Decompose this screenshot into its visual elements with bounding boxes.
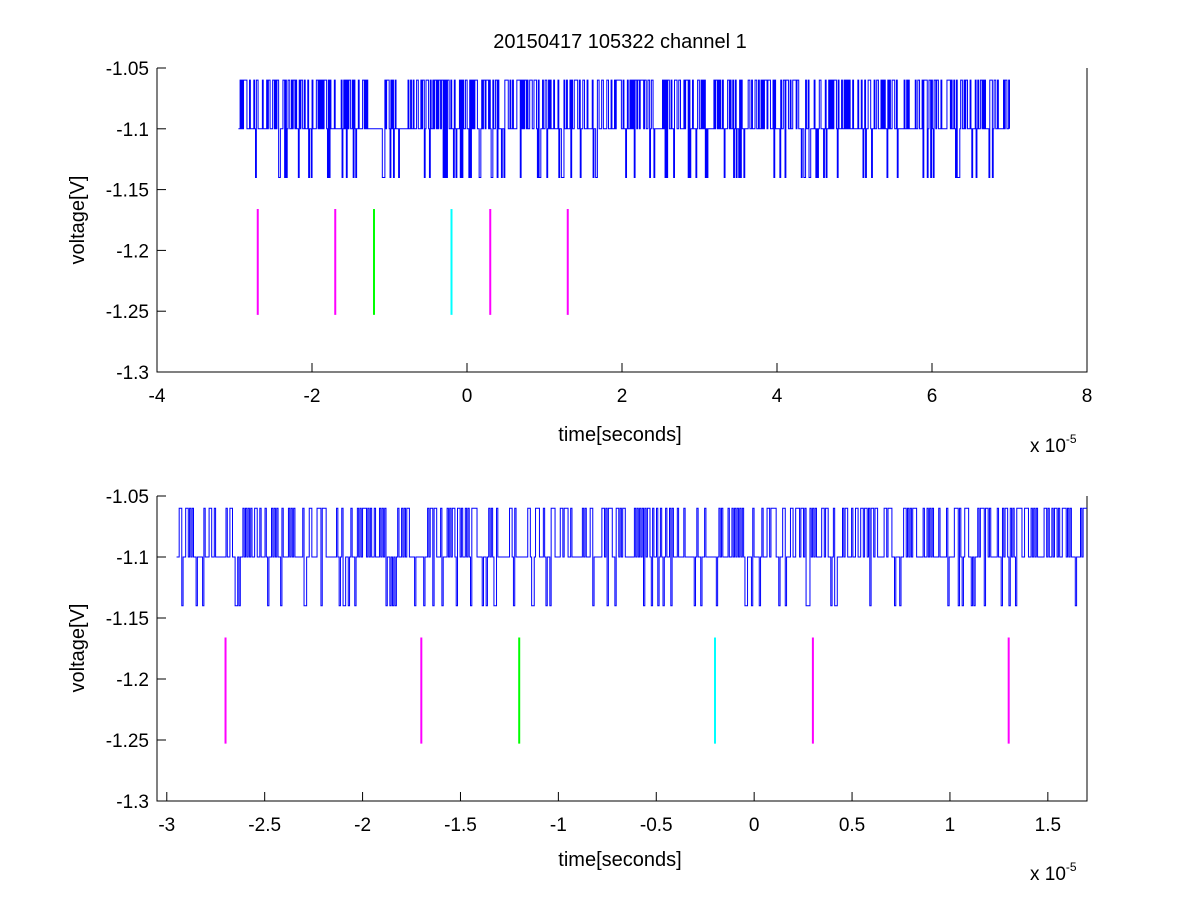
x-tick-label: -0.5	[640, 815, 673, 836]
y-tick-label: -1.1	[116, 548, 149, 569]
bottom-axes-frame	[156, 496, 1088, 802]
top-signal-layer	[238, 79, 1010, 178]
y-tick-label: -1.25	[106, 731, 149, 752]
bottom-x-ticks: -3 -2.5 -2 -1.5 -1 -0.5 0 0.5 1 1.5	[158, 792, 1061, 836]
top-x-scale-label: x 10-5	[1030, 432, 1077, 457]
bottom-x-axis-label: time[seconds]	[558, 849, 681, 871]
top-x-ticks: -4 -2 0 2 4 6 8	[149, 363, 1093, 407]
bottom-y-axis-label: voltage[V]	[67, 604, 89, 693]
y-tick-label: -1.1	[116, 120, 149, 141]
top-y-axis-label: voltage[V]	[67, 176, 89, 265]
y-tick-label: -1.25	[106, 302, 149, 323]
bottom-plot: -3 -2.5 -2 -1.5 -1 -0.5 0 0.5 1 1.5 -1.05 -1.1 -1.1…	[67, 487, 1088, 885]
y-tick-label: -1.15	[106, 181, 149, 202]
x-tick-label: -2.5	[248, 815, 281, 836]
signal-trace	[176, 507, 1087, 607]
x-tick-label: -3	[158, 815, 175, 836]
top-y-ticks: -1.05 -1.1 -1.15 -1.2 -1.25 -1.3	[106, 59, 166, 384]
bottom-signal-layer	[176, 507, 1087, 607]
x-tick-label: 0	[462, 386, 473, 407]
x-tick-label: 1.5	[1035, 815, 1061, 836]
x-tick-label: 6	[927, 386, 938, 407]
x-tick-label: -2	[354, 815, 371, 836]
x-tick-label: -1.5	[444, 815, 477, 836]
x-tick-label: -1	[550, 815, 567, 836]
bottom-markers	[224, 637, 1010, 744]
y-tick-label: -1.15	[106, 609, 149, 630]
x-tick-label: 2	[617, 386, 628, 407]
bottom-x-scale-label: x 10-5	[1030, 860, 1077, 885]
y-tick-label: -1.05	[106, 487, 149, 508]
y-tick-label: -1.2	[116, 670, 149, 691]
chart-title: 20150417 105322 channel 1	[493, 31, 747, 53]
top-plot: -4 -2 0 2 4 6 8 -1.05 -1.1 -1.15 -1.2 -1.25 -1.3 ti…	[67, 59, 1092, 457]
x-tick-label: 8	[1082, 386, 1093, 407]
y-tick-label: -1.2	[116, 241, 149, 262]
x-tick-label: -2	[304, 386, 321, 407]
x-tick-label: 0.5	[839, 815, 865, 836]
signal-trace	[238, 79, 1010, 178]
x-tick-label: 0	[749, 815, 760, 836]
top-markers	[256, 209, 569, 315]
x-tick-label: 1	[945, 815, 956, 836]
y-tick-label: -1.05	[106, 59, 149, 80]
y-tick-label: -1.3	[116, 792, 149, 813]
top-x-axis-label: time[seconds]	[558, 424, 681, 446]
x-tick-label: -4	[149, 386, 166, 407]
top-x-scale-exponent: -5	[1066, 432, 1077, 446]
top-x-scale-base: x 10	[1030, 436, 1066, 457]
x-tick-label: 4	[772, 386, 783, 407]
bottom-y-ticks: -1.05 -1.1 -1.15 -1.2 -1.25 -1.3	[106, 487, 166, 813]
bottom-x-scale-base: x 10	[1030, 864, 1066, 885]
bottom-x-scale-exponent: -5	[1066, 860, 1077, 874]
y-tick-label: -1.3	[116, 363, 149, 384]
